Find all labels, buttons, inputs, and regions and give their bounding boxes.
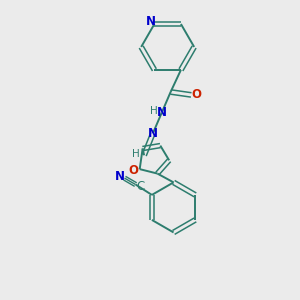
Text: N: N bbox=[146, 15, 156, 28]
Text: O: O bbox=[129, 164, 139, 177]
Text: N: N bbox=[115, 170, 125, 183]
Text: H: H bbox=[150, 106, 158, 116]
Text: C: C bbox=[136, 181, 144, 194]
Text: N: N bbox=[157, 106, 167, 119]
Text: N: N bbox=[148, 127, 158, 140]
Text: O: O bbox=[191, 88, 202, 101]
Text: H: H bbox=[132, 149, 140, 159]
